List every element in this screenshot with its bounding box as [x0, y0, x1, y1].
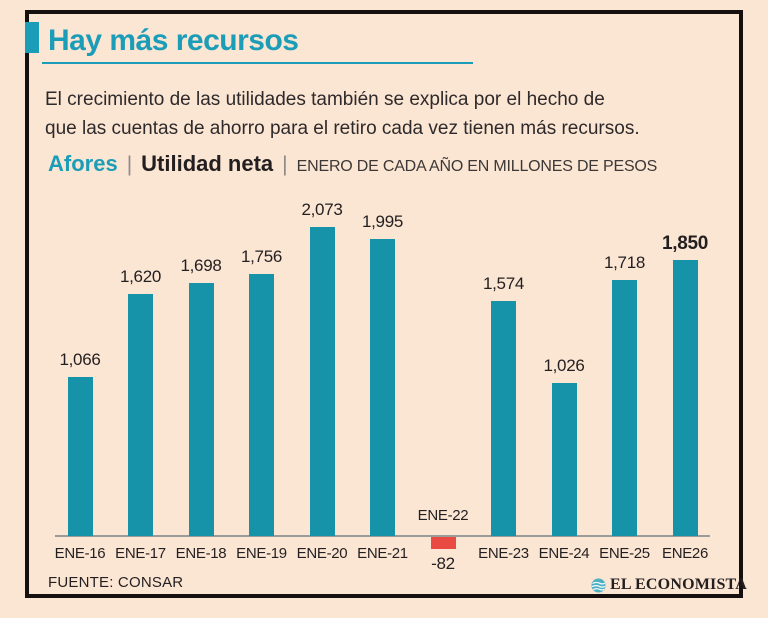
bar-ene-20	[309, 227, 335, 536]
value-label-ene-23: 1,574	[482, 274, 525, 293]
description-line-2: que las cuentas de ahorro para el retiro…	[45, 118, 640, 139]
subtitle-separator-1: |	[126, 153, 133, 176]
x-tick-ene-18: ENE-18	[175, 545, 227, 562]
value-label-ene-17: 1,620	[119, 267, 162, 286]
value-label-ene-25: 1,718	[603, 253, 646, 272]
x-tick-ene-19: ENE-19	[236, 545, 287, 562]
units-note: ENERO DE CADA AÑO EN MILLONES DE PESOS	[296, 158, 658, 175]
brand-logo: EL ECONOMISTA	[591, 576, 747, 594]
value-label-ene-16: 1,066	[59, 350, 101, 369]
x-tick-ene-17: ENE-17	[115, 545, 166, 562]
bar-ene-16	[67, 377, 93, 536]
bar-ene-23	[491, 301, 516, 536]
x-tick-ene-22: ENE-22	[417, 507, 469, 524]
value-label-ene-22: -82	[431, 554, 455, 573]
value-label-ene-24: 1,026	[543, 356, 585, 375]
bar-ene-25	[612, 280, 637, 536]
title-accent-block	[25, 22, 39, 53]
title-underline	[42, 62, 473, 64]
value-label-ene-19: 1,756	[240, 247, 283, 266]
bar-ene-24	[551, 383, 577, 536]
bar-ene-18	[188, 283, 214, 536]
x-tick-ene-23: ENE-23	[478, 545, 529, 562]
description-line-1: El crecimiento de las utilidades también…	[45, 89, 605, 110]
bar-ene-21	[370, 239, 395, 536]
x-tick-ene-21: ENE-21	[357, 545, 408, 562]
chart-subtitle: Afores | Utilidad neta | ENERO DE CADA A…	[48, 151, 657, 177]
bar-ene-17	[128, 294, 153, 536]
bar-ene-19	[249, 274, 274, 536]
value-label-ene26: 1,850	[661, 233, 709, 254]
bar-ene-22	[430, 537, 456, 549]
source-note: FUENTE: CONSAR	[48, 574, 184, 591]
metric-name: Utilidad neta	[141, 151, 274, 176]
value-label-ene-20: 2,073	[301, 200, 343, 219]
brand-name: EL ECONOMISTA	[610, 576, 747, 593]
x-tick-ene-20: ENE-20	[296, 545, 348, 562]
value-label-ene-21: 1,995	[361, 212, 404, 231]
x-tick-ene26: ENE26	[661, 545, 709, 562]
chart-description: El crecimiento de las utilidades también…	[45, 85, 640, 143]
x-tick-ene-16: ENE-16	[54, 545, 106, 562]
series-name: Afores	[48, 151, 118, 176]
x-tick-ene-24: ENE-24	[538, 545, 590, 562]
page-title: Hay más recursos	[48, 24, 299, 57]
value-label-ene-18: 1,698	[180, 256, 222, 275]
x-tick-ene-25: ENE-25	[599, 545, 650, 562]
el-economista-globe-icon	[591, 578, 606, 592]
bar-ene26	[672, 260, 698, 536]
x-axis-line	[55, 535, 710, 537]
subtitle-separator-2: |	[282, 153, 288, 176]
